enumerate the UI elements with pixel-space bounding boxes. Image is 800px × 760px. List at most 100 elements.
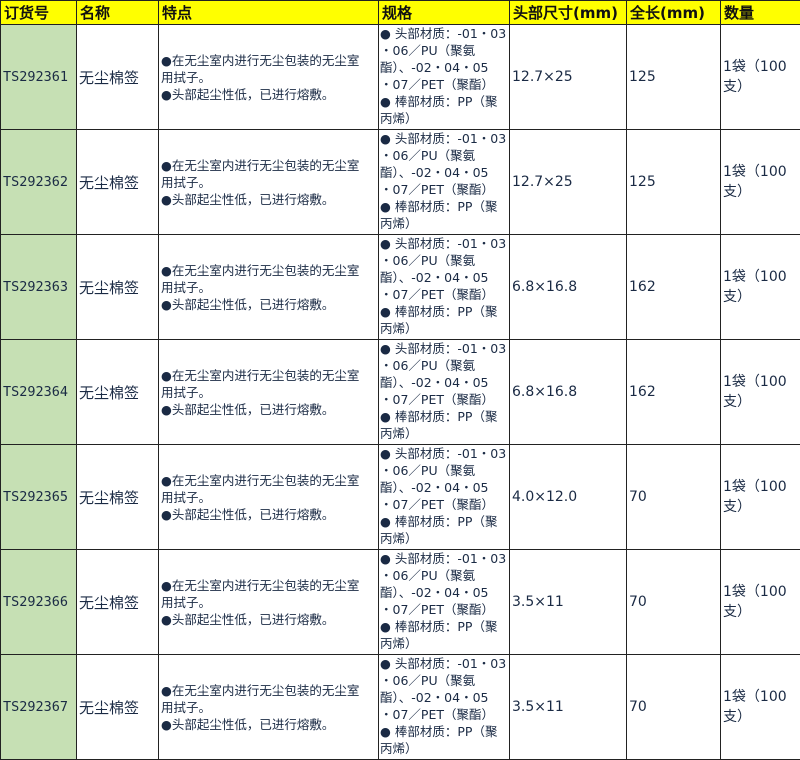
qty-line: 1袋（100 (723, 162, 798, 182)
spec-line: ● 棒部材质：PP（聚 (380, 198, 508, 215)
spec-cell: ● 头部材质：-01・03・06／PU（聚氨酯）、-02・04・05・07／PE… (379, 130, 510, 235)
qty-line: 1袋（100 (723, 582, 798, 602)
features-line: ●在无尘室内进行无尘包装的无尘室 (161, 52, 376, 69)
spec-line: ・07／PET（聚酯） (380, 601, 508, 618)
qty-line: 支） (723, 602, 798, 622)
features-line: ●在无尘室内进行无尘包装的无尘室 (161, 157, 376, 174)
name-cell: 无尘棉签 (77, 655, 159, 760)
spec-cell: ● 头部材质：-01・03・06／PU（聚氨酯）、-02・04・05・07／PE… (379, 550, 510, 655)
head-size-cell: 4.0×12.0 (510, 445, 627, 550)
head-size-cell: 6.8×16.8 (510, 340, 627, 445)
spec-line: ● 棒部材质：PP（聚 (380, 303, 508, 320)
spec-line: 酯）、-02・04・05 (380, 164, 508, 181)
spec-line: 酯）、-02・04・05 (380, 584, 508, 601)
qty-line: 1袋（100 (723, 687, 798, 707)
length-cell: 70 (627, 550, 721, 655)
header-length: 全长(mm) (627, 1, 721, 25)
qty-line: 支） (723, 707, 798, 727)
features-line: ●在无尘室内进行无尘包装的无尘室 (161, 472, 376, 489)
spec-line: 酯）、-02・04・05 (380, 374, 508, 391)
features-line: 用拭子。 (161, 489, 376, 506)
spec-line: 丙烯） (380, 530, 508, 547)
spec-line: ・07／PET（聚酯） (380, 286, 508, 303)
features-line: ●头部起尘性低，已进行熔敷。 (161, 191, 376, 208)
name-cell: 无尘棉签 (77, 25, 159, 130)
features-cell: ●在无尘室内进行无尘包装的无尘室用拭子。●头部起尘性低，已进行熔敷。 (159, 235, 379, 340)
order-no-cell: TS292367 (1, 655, 77, 760)
name-cell: 无尘棉签 (77, 130, 159, 235)
header-row: 订货号 名称 特点 规格 头部尺寸(mm) 全长(mm) 数量 (1, 1, 800, 25)
qty-line: 1袋（100 (723, 477, 798, 497)
qty-line: 支） (723, 497, 798, 517)
features-cell: ●在无尘室内进行无尘包装的无尘室用拭子。●头部起尘性低，已进行熔敷。 (159, 445, 379, 550)
header-quantity: 数量 (721, 1, 800, 25)
features-line: ●头部起尘性低，已进行熔敷。 (161, 716, 376, 733)
spec-cell: ● 头部材质：-01・03・06／PU（聚氨酯）、-02・04・05・07／PE… (379, 655, 510, 760)
length-cell: 125 (627, 25, 721, 130)
spec-line: ・06／PU（聚氨 (380, 147, 508, 164)
order-no-cell: TS292363 (1, 235, 77, 340)
spec-line: ● 棒部材质：PP（聚 (380, 93, 508, 110)
spec-cell: ● 头部材质：-01・03・06／PU（聚氨酯）、-02・04・05・07／PE… (379, 235, 510, 340)
spec-line: ・07／PET（聚酯） (380, 496, 508, 513)
qty-line: 支） (723, 182, 798, 202)
spec-line: ● 头部材质：-01・03 (380, 235, 508, 252)
header-spec: 规格 (379, 1, 510, 25)
spec-line: ・07／PET（聚酯） (380, 706, 508, 723)
qty-line: 支） (723, 392, 798, 412)
name-cell: 无尘棉签 (77, 550, 159, 655)
spec-line: ● 头部材质：-01・03 (380, 550, 508, 567)
header-name: 名称 (77, 1, 159, 25)
length-cell: 70 (627, 655, 721, 760)
spec-line: 酯）、-02・04・05 (380, 59, 508, 76)
length-cell: 162 (627, 235, 721, 340)
features-line: ●头部起尘性低，已进行熔敷。 (161, 611, 376, 628)
spec-line: 酯）、-02・04・05 (380, 269, 508, 286)
features-line: ●头部起尘性低，已进行熔敷。 (161, 506, 376, 523)
spec-line: ・07／PET（聚酯） (380, 76, 508, 93)
order-no-cell: TS292364 (1, 340, 77, 445)
head-size-cell: 12.7×25 (510, 130, 627, 235)
features-cell: ●在无尘室内进行无尘包装的无尘室用拭子。●头部起尘性低，已进行熔敷。 (159, 655, 379, 760)
spec-line: ● 棒部材质：PP（聚 (380, 408, 508, 425)
spec-cell: ● 头部材质：-01・03・06／PU（聚氨酯）、-02・04・05・07／PE… (379, 445, 510, 550)
length-cell: 125 (627, 130, 721, 235)
spec-line: ・07／PET（聚酯） (380, 181, 508, 198)
length-cell: 70 (627, 445, 721, 550)
spec-line: 丙烯） (380, 110, 508, 127)
spec-line: 酯）、-02・04・05 (380, 689, 508, 706)
spec-line: ● 头部材质：-01・03 (380, 655, 508, 672)
head-size-cell: 12.7×25 (510, 25, 627, 130)
qty-line: 支） (723, 287, 798, 307)
features-line: ●在无尘室内进行无尘包装的无尘室 (161, 367, 376, 384)
head-size-cell: 3.5×11 (510, 550, 627, 655)
order-no-cell: TS292366 (1, 550, 77, 655)
features-cell: ●在无尘室内进行无尘包装的无尘室用拭子。●头部起尘性低，已进行熔敷。 (159, 25, 379, 130)
spec-line: 酯）、-02・04・05 (380, 479, 508, 496)
qty-line: 1袋（100 (723, 267, 798, 287)
name-cell: 无尘棉签 (77, 340, 159, 445)
spec-line: ● 棒部材质：PP（聚 (380, 513, 508, 530)
spec-line: ・06／PU（聚氨 (380, 462, 508, 479)
spec-line: 丙烯） (380, 740, 508, 757)
features-line: ●头部起尘性低，已进行熔敷。 (161, 401, 376, 418)
spec-cell: ● 头部材质：-01・03・06／PU（聚氨酯）、-02・04・05・07／PE… (379, 25, 510, 130)
spec-line: 丙烯） (380, 215, 508, 232)
features-cell: ●在无尘室内进行无尘包装的无尘室用拭子。●头部起尘性低，已进行熔敷。 (159, 340, 379, 445)
spec-line: ・06／PU（聚氨 (380, 357, 508, 374)
spec-line: 丙烯） (380, 635, 508, 652)
spec-line: ● 头部材质：-01・03 (380, 340, 508, 357)
